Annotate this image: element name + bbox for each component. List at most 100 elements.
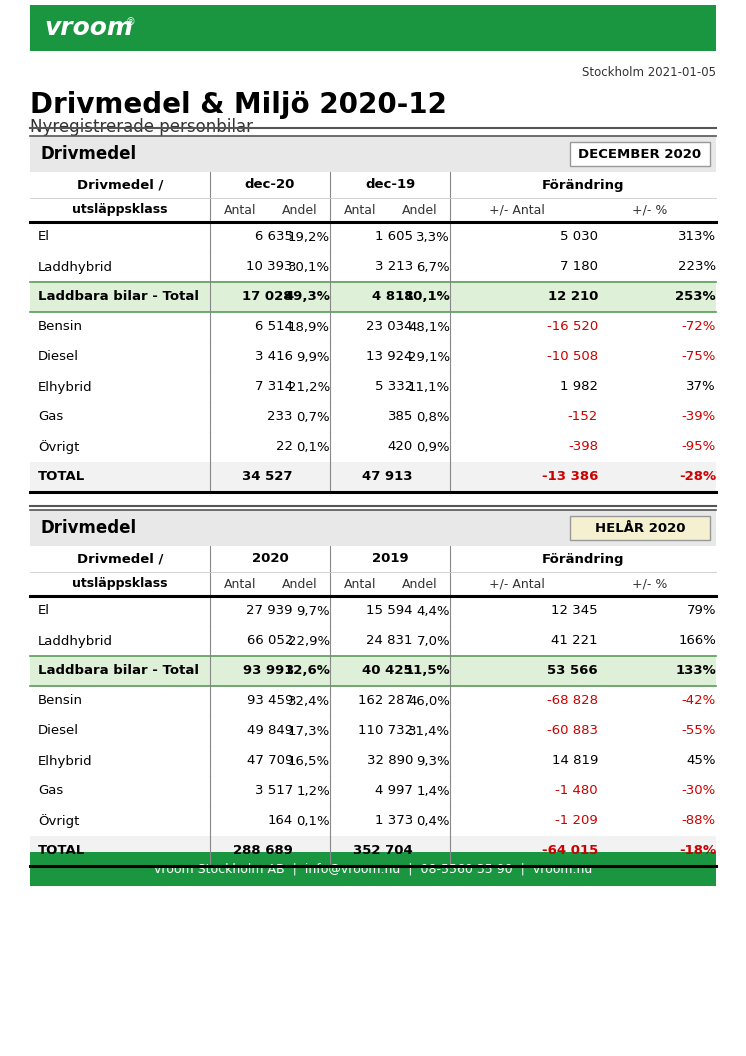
Text: 48,1%: 48,1% [408, 321, 450, 334]
Text: 9,3%: 9,3% [416, 754, 450, 768]
Text: 27 939: 27 939 [246, 604, 293, 618]
Text: 420: 420 [388, 440, 413, 453]
Text: -88%: -88% [682, 814, 716, 828]
Text: 5 030: 5 030 [560, 230, 598, 244]
Text: 79%: 79% [686, 604, 716, 618]
Text: Bensin: Bensin [38, 321, 83, 334]
Text: 7 180: 7 180 [560, 261, 598, 274]
Text: 19,2%: 19,2% [288, 230, 330, 244]
Text: Övrigt: Övrigt [38, 814, 79, 828]
Text: -30%: -30% [682, 785, 716, 797]
Text: El: El [38, 230, 50, 244]
Text: 31,4%: 31,4% [408, 724, 450, 737]
Text: 53 566: 53 566 [548, 664, 598, 678]
Text: -72%: -72% [682, 321, 716, 334]
Text: Nyregistrerade personbilar: Nyregistrerade personbilar [30, 118, 253, 136]
Text: -18%: -18% [679, 845, 716, 857]
Text: -75%: -75% [682, 351, 716, 363]
Bar [30, 282, 716, 312]
Text: 49,3%: 49,3% [284, 290, 330, 303]
Bar [30, 510, 716, 546]
Text: 3 213: 3 213 [374, 261, 413, 274]
Text: Andel: Andel [282, 204, 318, 216]
Text: 11,1%: 11,1% [408, 380, 450, 394]
Text: Drivmedel /: Drivmedel / [77, 552, 163, 566]
Text: -152: -152 [568, 411, 598, 423]
Text: 2020: 2020 [251, 552, 289, 566]
Text: 16,5%: 16,5% [288, 754, 330, 768]
Text: Drivmedel: Drivmedel [40, 145, 136, 163]
Text: 7 314: 7 314 [255, 380, 293, 394]
Text: 46,0%: 46,0% [408, 695, 450, 708]
Text: Övrigt: Övrigt [38, 440, 79, 454]
Text: 32 890: 32 890 [366, 754, 413, 768]
Text: 166%: 166% [678, 635, 716, 647]
Text: 14 819: 14 819 [551, 754, 598, 768]
Text: 164: 164 [268, 814, 293, 828]
Text: ®: ® [126, 17, 136, 27]
Text: 0,8%: 0,8% [416, 411, 450, 423]
Text: -64 015: -64 015 [542, 845, 598, 857]
Text: dec-20: dec-20 [245, 178, 295, 191]
Text: 15 594: 15 594 [366, 604, 413, 618]
Text: 93 991: 93 991 [242, 664, 293, 678]
Text: -1 209: -1 209 [555, 814, 598, 828]
Bar [30, 836, 716, 866]
Text: Drivmedel: Drivmedel [40, 518, 136, 538]
Text: 93 459: 93 459 [247, 695, 293, 708]
Text: 9,7%: 9,7% [296, 604, 330, 618]
Text: 7,0%: 7,0% [416, 635, 450, 647]
Text: 40 425: 40 425 [363, 664, 413, 678]
Text: 22: 22 [276, 440, 293, 453]
Text: -398: -398 [568, 440, 598, 453]
Text: 133%: 133% [675, 664, 716, 678]
Text: El: El [38, 604, 50, 618]
Text: 12 210: 12 210 [548, 290, 598, 303]
Text: Diesel: Diesel [38, 724, 79, 737]
Bar [30, 656, 716, 686]
Text: 10,1%: 10,1% [404, 290, 450, 303]
Text: -13 386: -13 386 [542, 471, 598, 484]
Text: TOTAL: TOTAL [38, 471, 85, 484]
Text: Förändring: Förändring [542, 178, 624, 191]
Text: Antal: Antal [344, 578, 376, 590]
Text: 6 514: 6 514 [255, 321, 293, 334]
Text: 1 982: 1 982 [560, 380, 598, 394]
Text: Stockholm 2021-01-05: Stockholm 2021-01-05 [582, 65, 716, 79]
Text: 4 818: 4 818 [372, 290, 413, 303]
Text: Andel: Andel [402, 578, 438, 590]
Text: Andel: Andel [402, 204, 438, 216]
Text: 3,3%: 3,3% [416, 230, 450, 244]
Text: +/- %: +/- % [632, 578, 667, 590]
Text: 32,6%: 32,6% [284, 664, 330, 678]
Text: 32,4%: 32,4% [288, 695, 330, 708]
Text: 253%: 253% [675, 290, 716, 303]
Text: -28%: -28% [679, 471, 716, 484]
Text: 0,4%: 0,4% [416, 814, 450, 828]
Text: vroom Stockholm AB  |  info@vroom.nu  |  08-5560 35 90  |  vroom.nu: vroom Stockholm AB | info@vroom.nu | 08-… [154, 863, 592, 875]
Text: 110 732: 110 732 [358, 724, 413, 737]
Text: 24 831: 24 831 [366, 635, 413, 647]
Text: 18,9%: 18,9% [288, 321, 330, 334]
Text: 352 704: 352 704 [354, 845, 413, 857]
Text: 10 393: 10 393 [246, 261, 293, 274]
Text: 23 034: 23 034 [366, 321, 413, 334]
Text: TOTAL: TOTAL [38, 845, 85, 857]
Text: 2019: 2019 [372, 552, 408, 566]
Text: 41 221: 41 221 [551, 635, 598, 647]
Text: +/- Antal: +/- Antal [489, 578, 545, 590]
Bar [30, 172, 716, 222]
Text: 385: 385 [388, 411, 413, 423]
Text: 37%: 37% [686, 380, 716, 394]
Bar [570, 142, 710, 166]
Text: 17,3%: 17,3% [288, 724, 330, 737]
Text: -68 828: -68 828 [547, 695, 598, 708]
Text: vroom: vroom [44, 16, 133, 40]
Text: -60 883: -60 883 [547, 724, 598, 737]
Text: 45%: 45% [686, 754, 716, 768]
Text: -16 520: -16 520 [547, 321, 598, 334]
Text: HELÅR 2020: HELÅR 2020 [595, 522, 686, 534]
Text: 4 997: 4 997 [375, 785, 413, 797]
Text: -1 480: -1 480 [555, 785, 598, 797]
Text: 30,1%: 30,1% [288, 261, 330, 274]
